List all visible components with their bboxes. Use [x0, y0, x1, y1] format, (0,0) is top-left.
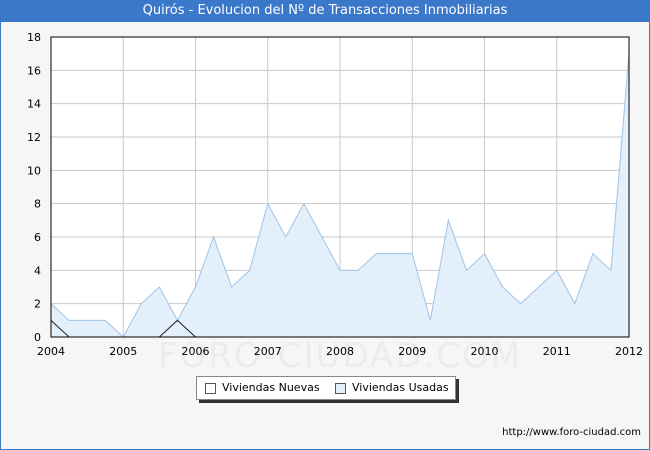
y-tick-label: 12 — [27, 131, 41, 144]
x-tick-label: 2009 — [398, 345, 426, 358]
x-tick-label: 2006 — [182, 345, 210, 358]
chart-legend: Viviendas Nuevas Viviendas Usadas — [196, 376, 456, 400]
y-tick-label: 16 — [27, 64, 41, 77]
series-area-viviendas-usadas — [51, 53, 629, 338]
legend-swatch-usadas — [335, 383, 346, 394]
y-tick-label: 2 — [34, 298, 41, 311]
y-tick-label: 0 — [34, 331, 41, 344]
x-tick-label: 2007 — [254, 345, 282, 358]
series-line-viviendas-usadas — [50, 53, 630, 338]
y-tick-label: 4 — [34, 264, 41, 277]
x-tick-label: 2005 — [109, 345, 137, 358]
plot-border — [50, 36, 630, 338]
legend-label-nuevas: Viviendas Nuevas — [222, 381, 320, 394]
y-tick-label: 14 — [27, 98, 41, 111]
x-tick-label: 2008 — [326, 345, 354, 358]
legend-swatch-nuevas — [205, 383, 216, 394]
chart-title: Quirós - Evolucion del Nº de Transaccion… — [0, 0, 650, 22]
x-tick-label: 2010 — [471, 345, 499, 358]
source-url: http://www.foro-ciudad.com — [502, 427, 641, 438]
y-tick-label: 10 — [27, 164, 41, 177]
x-tick-label: 2012 — [615, 345, 643, 358]
watermark-text: FORO-CIUDAD.COM — [158, 336, 522, 376]
legend-label-usadas: Viviendas Usadas — [352, 381, 449, 394]
y-tick-label: 18 — [27, 31, 41, 44]
y-tick-label: 8 — [34, 198, 41, 211]
y-tick-label: 6 — [34, 231, 41, 244]
x-tick-label: 2004 — [37, 345, 65, 358]
x-tick-label: 2011 — [543, 345, 571, 358]
